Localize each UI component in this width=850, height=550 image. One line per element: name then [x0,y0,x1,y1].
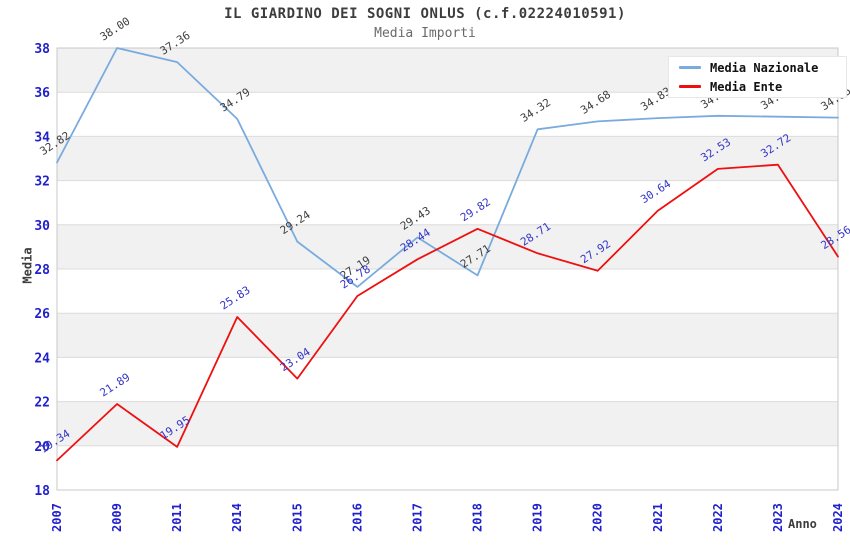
x-tick-label: 2021 [651,503,665,532]
plot-band [57,180,838,225]
y-tick-label: 28 [34,263,50,278]
x-tick-label: 2023 [771,503,785,532]
x-tick-label: 2022 [711,503,725,532]
x-tick-label: 2016 [350,503,364,532]
chart-subtitle: Media Importi [374,26,476,41]
legend-label: Media Ente [710,79,783,94]
x-tick-label: 2007 [50,503,64,532]
x-axis-title: Anno [788,517,817,531]
legend-item-media-ente: Media Ente [679,79,846,94]
y-tick-label: 36 [34,86,50,101]
x-tick-label: 2011 [170,503,184,532]
y-tick-label: 24 [34,351,50,366]
y-axis-title: Media [20,247,35,284]
y-tick-label: 30 [34,219,50,234]
data-label-media-nazionale: 38.00 [98,15,133,44]
x-tick-label: 2020 [591,503,605,532]
x-tick-label: 2024 [831,503,845,532]
y-tick-label: 22 [34,396,50,411]
plot-border [56,47,839,491]
plot-band [57,313,838,358]
y-tick-label: 26 [34,307,50,322]
y-tick-label: 20 [34,440,50,455]
legend-line-swatch [679,85,701,88]
plot-band [57,136,838,181]
x-tick-label: 2017 [410,503,424,532]
legend-item-media-nazionale: Media Nazionale [679,60,846,75]
y-tick-label: 32 [34,175,50,190]
plot-band [57,92,838,137]
y-tick-label: 18 [34,484,50,499]
legend-label: Media Nazionale [710,60,819,75]
plot-band [57,269,838,314]
x-tick-label: 2009 [110,503,124,532]
x-tick-label: 2015 [290,503,304,532]
x-tick-label: 2019 [531,503,545,532]
x-tick-label: 2018 [471,503,485,532]
plot-band [57,445,838,490]
y-tick-label: 34 [34,130,50,145]
series-line-media-ente [56,163,839,462]
plot-band [57,357,838,402]
chart-legend: Media Nazionale Media Ente [668,56,847,98]
plot-band [57,224,838,269]
series-line-media-nazionale [56,47,839,288]
chart-title: IL GIARDINO DEI SOGNI ONLUS (c.f.0222401… [224,6,626,22]
x-tick-label: 2014 [230,503,244,532]
legend-line-swatch [679,66,701,69]
y-tick-label: 38 [34,42,50,57]
